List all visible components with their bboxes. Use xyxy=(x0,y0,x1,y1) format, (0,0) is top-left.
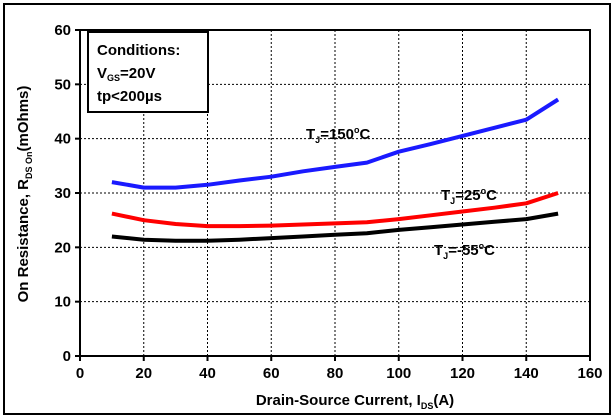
conditions-vgs-main: V xyxy=(97,65,107,82)
y-tick-label: 40 xyxy=(54,131,71,148)
series-label-150c: TJ=150oC xyxy=(306,125,370,145)
x-tick-label: 160 xyxy=(577,365,602,382)
x-axis-label-unit: (A) xyxy=(433,392,454,409)
series-label-minus55c: TJ=-55oC xyxy=(434,241,495,261)
series-label-25c-sup: o xyxy=(481,186,487,196)
y-axis-label-sub: DS On xyxy=(24,151,34,179)
x-tick-label: 20 xyxy=(135,365,152,382)
series-labels: TJ=150oC TJ=25oC TJ=-55oC xyxy=(306,125,497,261)
y-tick-label: 60 xyxy=(54,22,71,39)
y-axis-label: On Resistance, RDS On(mOhms) xyxy=(15,86,34,303)
conditions-vgs: VGS=20V xyxy=(97,65,155,83)
y-tick-label: 30 xyxy=(54,185,71,202)
series-line-1 xyxy=(111,191,559,229)
series-label-150c-sub: J xyxy=(315,135,320,145)
series-label-minus55c-sub: J xyxy=(443,251,448,261)
conditions-tp: tp<200µs xyxy=(97,88,162,105)
conditions-title: Conditions: xyxy=(97,42,180,59)
x-tick-label: 80 xyxy=(327,365,344,382)
y-axis-label-unit: (mOhms) xyxy=(15,86,32,152)
series-label-25c-eq: =25 xyxy=(455,187,480,204)
x-axis-label-sub: DS xyxy=(421,401,434,411)
x-tick-label: 40 xyxy=(199,365,216,382)
series-label-150c-unit: C xyxy=(359,126,370,143)
x-axis-label: Drain-Source Current, IDS(A) xyxy=(256,392,454,411)
x-axis-label-main: Drain-Source Current, I xyxy=(256,392,421,409)
y-axis-label-main: On Resistance, R xyxy=(15,179,32,303)
series-label-25c-main: T xyxy=(441,187,450,204)
conditions-box-border xyxy=(87,31,209,113)
ticks: 0 20 40 60 80 100 120 140 160 0 10 20 30 40 50 60 xyxy=(54,22,602,382)
series-label-minus55c-main: T xyxy=(434,242,443,259)
y-tick-label: 0 xyxy=(63,348,71,365)
x-tick-label: 140 xyxy=(514,365,539,382)
conditions-vgs-sub: GS xyxy=(107,73,120,83)
series-label-minus55c-sup: o xyxy=(479,241,485,251)
conditions-vgs-rest: =20V xyxy=(120,65,155,82)
x-tick-label: 100 xyxy=(386,365,411,382)
series-label-25c-unit: C xyxy=(486,187,497,204)
series-label-25c: TJ=25oC xyxy=(441,186,497,206)
conditions-box: Conditions: VGS=20V tp<200µs xyxy=(87,31,209,113)
series-label-25c-sub: J xyxy=(450,196,455,206)
y-tick-label: 10 xyxy=(54,294,71,311)
series-line-2 xyxy=(111,211,559,243)
series-label-minus55c-eq: =-55 xyxy=(448,242,478,259)
y-tick-label: 50 xyxy=(54,76,71,93)
x-tick-label: 120 xyxy=(450,365,475,382)
series-lines xyxy=(111,97,560,243)
y-tick-label: 20 xyxy=(54,239,71,256)
series-label-150c-eq: =150 xyxy=(320,126,354,143)
x-tick-label: 60 xyxy=(263,365,280,382)
series-label-150c-main: T xyxy=(306,126,315,143)
x-tick-label: 0 xyxy=(76,365,84,382)
series-label-150c-sup: o xyxy=(354,125,360,135)
series-line-0 xyxy=(111,97,560,190)
series-label-minus55c-unit: C xyxy=(484,242,495,259)
